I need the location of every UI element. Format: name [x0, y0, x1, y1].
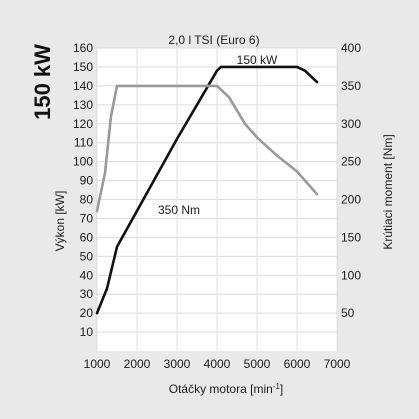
y-right-tick-label: 100	[341, 268, 361, 282]
y-left-tick-label: 20	[80, 306, 94, 320]
y-left-tick-label: 160	[73, 41, 93, 55]
x-tick-label: 7000	[324, 357, 351, 371]
x-axis-title-end: ]	[280, 382, 283, 396]
y-left-tick-label: 100	[73, 155, 93, 169]
power-peak-label: 150 kW	[237, 53, 278, 67]
chart-title: 2,0 l TSI (Euro 6)	[168, 33, 259, 47]
y-left-tick-label: 50	[80, 249, 94, 263]
y-left-tick-label: 10	[80, 325, 94, 339]
y-right-tick-label: 350	[341, 79, 361, 93]
y-left-tick-label: 40	[80, 268, 94, 282]
series-layer	[95, 65, 319, 315]
x-tick-label: 2000	[124, 357, 151, 371]
y-left-tick-label: 130	[73, 98, 93, 112]
y-left-tick-label: 90	[80, 174, 94, 188]
x-axis-title: Otáčky motora [min-1]	[169, 382, 284, 396]
y-left-tick-label: 30	[80, 287, 94, 301]
x-axis-title-main: Otáčky motora [min	[169, 382, 273, 396]
y-axis-left-title: Výkon [kW]	[53, 191, 67, 252]
y-left-tick-label: 110	[74, 136, 93, 150]
y-left-tick-label: 150	[73, 60, 93, 74]
x-tick-label: 3000	[164, 357, 191, 371]
y-left-tick-label: 140	[73, 79, 93, 93]
x-tick-label: 1000	[84, 357, 111, 371]
y-left-tick-label: 70	[80, 211, 94, 225]
y-axis-right-title: Krútiaci moment [Nm]	[381, 134, 395, 249]
x-tick-label: 4000	[204, 357, 231, 371]
y-right-tick-label: 250	[341, 155, 361, 169]
power-curve	[95, 65, 319, 315]
y-right-tick-label: 400	[341, 41, 361, 55]
y-right-tick-label: 200	[341, 193, 361, 207]
x-axis-title-sup: -1	[273, 382, 281, 391]
x-tick-label: 5000	[244, 357, 271, 371]
torque-curve	[95, 84, 319, 213]
y-left-tick-label: 80	[80, 193, 94, 207]
tick-labels: 10 20 30 40 50 60 70 80 90 100 110 120 130 140 150 160 5…	[73, 41, 361, 371]
power-headline: 150 kW	[30, 44, 55, 120]
torque-peak-label: 350 Nm	[158, 203, 200, 217]
x-tick-label: 6000	[284, 357, 311, 371]
y-right-tick-label: 150	[341, 230, 361, 244]
y-left-tick-label: 120	[73, 117, 93, 131]
y-right-tick-label: 50	[341, 306, 355, 320]
y-left-tick-label: 60	[80, 230, 94, 244]
y-right-tick-label: 300	[341, 117, 361, 131]
grid	[96, 47, 338, 351]
